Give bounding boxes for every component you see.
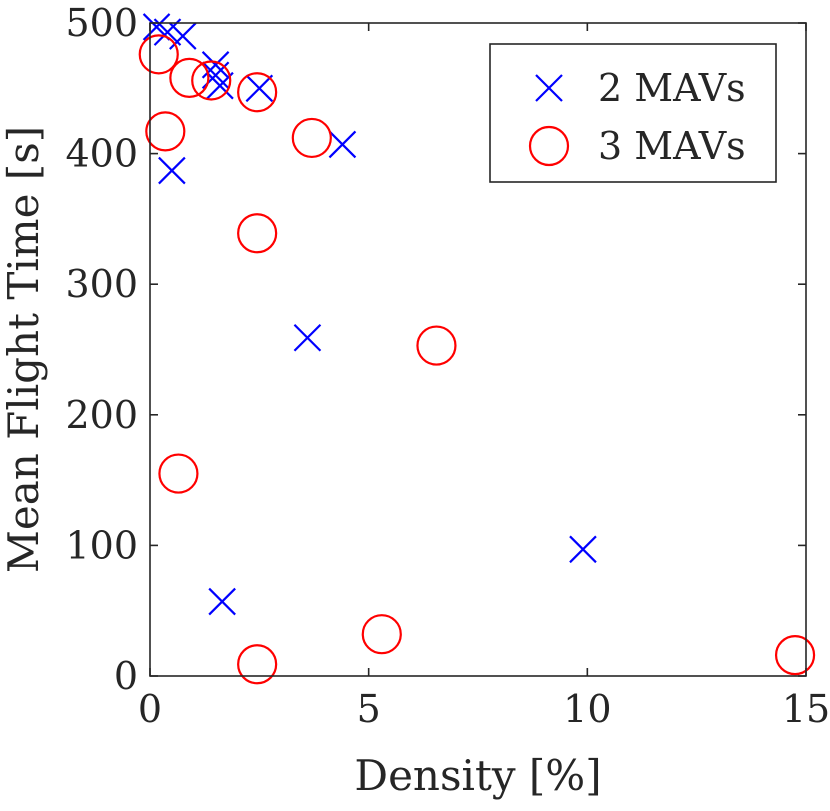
data-point-x-marker bbox=[245, 74, 274, 103]
legend: 2 MAVs 3 MAVs bbox=[489, 43, 777, 183]
y-tick-label: 200 bbox=[65, 393, 138, 437]
tick-labels: 0 5 10 15 0 100 200 300 400 500 bbox=[65, 1, 830, 731]
data-point-x-marker bbox=[328, 130, 357, 159]
data-point-circle-marker bbox=[291, 117, 332, 159]
data-point-circle-marker bbox=[237, 213, 278, 254]
data-point-x-marker bbox=[569, 535, 597, 564]
y-tick-label: 100 bbox=[65, 523, 138, 567]
data-point-x-marker bbox=[169, 22, 197, 50]
x-tick-label: 5 bbox=[357, 687, 381, 731]
x-tick-label: 0 bbox=[138, 687, 162, 731]
y-tick-label: 500 bbox=[65, 1, 138, 45]
data-point-circle-marker bbox=[191, 60, 232, 101]
axis-ticks bbox=[149, 22, 807, 677]
legend-marker-circle bbox=[528, 125, 570, 167]
legend-label: 3 MAVs bbox=[598, 124, 746, 168]
data-point-circle-marker bbox=[158, 453, 199, 494]
data-point-circle-marker bbox=[138, 34, 179, 75]
x-tick-label: 15 bbox=[782, 687, 830, 731]
y-axis-label: Mean Flight Time [s] bbox=[0, 126, 48, 573]
series-2-mavs bbox=[142, 13, 597, 616]
x-axis-label: Density [%] bbox=[354, 751, 601, 800]
data-point-circle-marker bbox=[361, 614, 402, 655]
series-3-mavs bbox=[138, 34, 816, 685]
legend-box bbox=[489, 43, 777, 183]
data-markers bbox=[138, 13, 816, 685]
data-point-circle-marker bbox=[237, 72, 278, 113]
plot-frame bbox=[149, 22, 807, 677]
y-tick-label: 300 bbox=[65, 262, 138, 306]
data-point-x-marker bbox=[158, 156, 186, 185]
data-point-circle-marker bbox=[145, 111, 186, 152]
legend-label: 2 MAVs bbox=[598, 66, 746, 110]
y-tick-label: 0 bbox=[114, 654, 138, 698]
legend-marker-x bbox=[535, 74, 563, 102]
data-point-x-marker bbox=[293, 323, 322, 352]
x-tick-label: 10 bbox=[563, 687, 611, 731]
data-point-x-marker bbox=[206, 71, 234, 100]
data-point-circle-marker bbox=[416, 325, 457, 366]
y-tick-label: 400 bbox=[65, 132, 138, 176]
data-point-circle-marker bbox=[774, 635, 816, 676]
data-point-x-marker bbox=[208, 587, 236, 616]
data-point-circle-marker bbox=[237, 644, 278, 685]
data-point-circle-marker bbox=[169, 57, 210, 98]
